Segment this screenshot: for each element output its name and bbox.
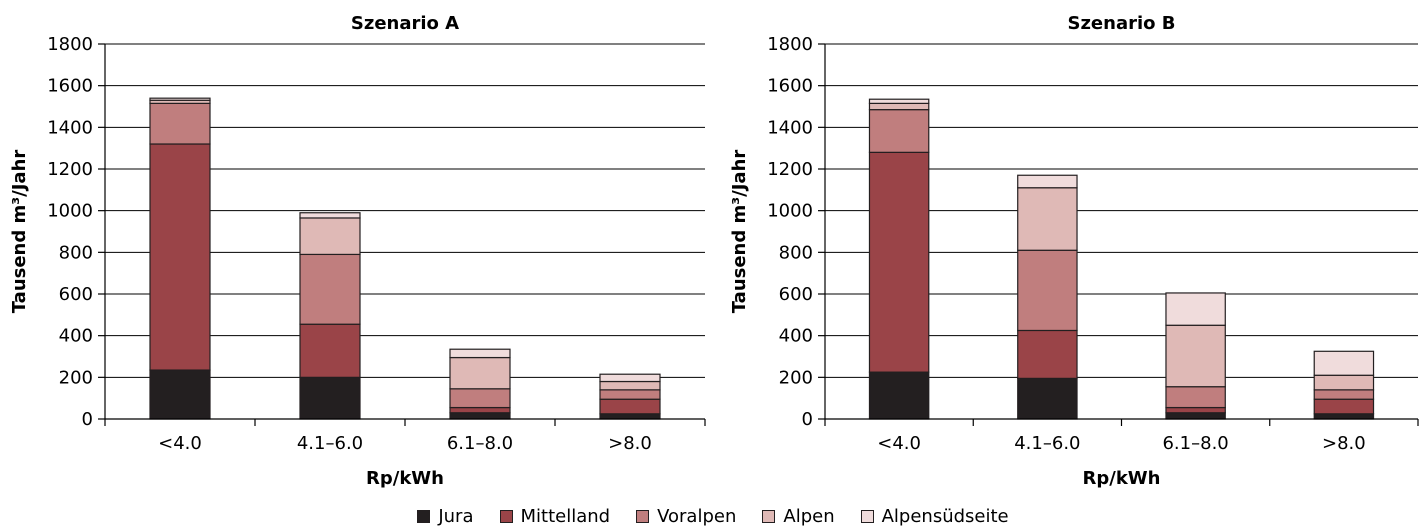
legend-label-jura: Jura bbox=[438, 506, 474, 527]
bar-segment-mittelland-1 bbox=[868, 151, 930, 373]
x-tick-label: 4.1–6.0 bbox=[1014, 433, 1080, 454]
bar-segment-alpensdseite-2 bbox=[299, 212, 361, 219]
x-tick-label: >8.0 bbox=[608, 433, 652, 454]
bar-segment-mittelland-3 bbox=[1165, 406, 1226, 414]
x-tick-label: <4.0 bbox=[877, 433, 921, 454]
bar-segment-alpensdseite-1 bbox=[149, 97, 211, 101]
bar-segment-voralpen-1 bbox=[868, 109, 930, 153]
bar-segment-alpensdseite-4 bbox=[1313, 350, 1375, 376]
y-tick-label: 800 bbox=[59, 242, 93, 263]
y-tick-label: 1200 bbox=[47, 159, 93, 180]
bar-segment-voralpen-1 bbox=[149, 102, 211, 145]
chart-panel-1: <4.0 4.1–6.0 6.1–8.0 >8.0 0 200 400 600 800 1000 1… bbox=[9, 13, 706, 489]
chart-title: Szenario B bbox=[1067, 13, 1175, 34]
y-tick-label: 800 bbox=[779, 242, 813, 263]
y-tick-label: 400 bbox=[59, 326, 93, 347]
bar-segment-mittelland-3 bbox=[449, 406, 511, 414]
bar-segment-jura-1 bbox=[868, 371, 930, 420]
bar-segment-voralpen-2 bbox=[299, 253, 361, 325]
bar-segment-alpensdseite-2 bbox=[1017, 174, 1078, 189]
charts-canvas: <4.0 4.1–6.0 6.1–8.0 >8.0 0 200 400 600 800 1000 1… bbox=[9, 13, 1419, 489]
bar-segment-mittelland-4 bbox=[599, 398, 661, 415]
bar-segment-alpen-4 bbox=[1313, 374, 1375, 391]
legend-item-alpen: Alpen bbox=[762, 506, 835, 527]
y-tick-label: 1000 bbox=[47, 201, 93, 222]
bar-segment-jura-4 bbox=[1313, 413, 1375, 420]
legend-swatch-voralpen bbox=[636, 510, 650, 523]
bar-segment-jura-2 bbox=[299, 376, 361, 420]
bar-segment-mittelland-2 bbox=[299, 323, 361, 378]
legend-item-jura: Jura bbox=[417, 506, 474, 527]
bar-segment-voralpen-3 bbox=[449, 388, 511, 409]
legend-label-voralpen: Voralpen bbox=[657, 506, 737, 527]
y-tick-label: 1600 bbox=[47, 76, 93, 97]
bar-segment-alpen-3 bbox=[449, 356, 511, 390]
bar-segment-jura-3 bbox=[1165, 412, 1226, 420]
bar-segment-voralpen-4 bbox=[599, 389, 661, 400]
bar-segment-alpen-1 bbox=[868, 102, 930, 111]
chart-panel-2: <4.0 4.1–6.0 6.1–8.0 >8.0 0 200 400 600 800 1000 1… bbox=[729, 13, 1419, 489]
x-tick-label: 4.1–6.0 bbox=[297, 433, 363, 454]
y-tick-label: 200 bbox=[779, 367, 813, 388]
bar-segment-alpensdseite-3 bbox=[1165, 292, 1226, 326]
legend-label-alpen: Alpen bbox=[783, 506, 835, 527]
bar-segment-alpensdseite-3 bbox=[449, 348, 511, 359]
x-axis-label: Rp/kWh bbox=[366, 468, 444, 489]
legend-label-mittelland: Mittelland bbox=[520, 506, 611, 527]
y-tick-label: 1600 bbox=[767, 76, 813, 97]
bar-segment-alpensdseite-1 bbox=[868, 98, 930, 104]
bar-segment-voralpen-4 bbox=[1313, 389, 1375, 400]
bar-segment-voralpen-3 bbox=[1165, 386, 1226, 409]
bar-segment-voralpen-2 bbox=[1017, 249, 1078, 332]
y-axis-label: Tausend m³/Jahr bbox=[729, 150, 750, 314]
legend-swatch-alpensudseite bbox=[860, 510, 874, 523]
y-tick-label: 1200 bbox=[767, 159, 813, 180]
bar-segment-jura-3 bbox=[449, 412, 511, 420]
bar-segment-alpen-2 bbox=[1017, 187, 1078, 251]
chart-title: Szenario A bbox=[351, 13, 459, 34]
bar-segment-alpen-4 bbox=[599, 380, 661, 391]
y-tick-label: 0 bbox=[82, 409, 93, 430]
y-tick-label: 200 bbox=[59, 367, 93, 388]
legend-item-alpensudseite: Alpensüdseite bbox=[860, 506, 1009, 527]
y-tick-label: 1000 bbox=[767, 201, 813, 222]
bar-segment-jura-4 bbox=[599, 413, 661, 420]
legend-item-mittelland: Mittelland bbox=[499, 506, 611, 527]
bar-segment-alpen-2 bbox=[299, 217, 361, 256]
legend-swatch-alpen bbox=[762, 510, 776, 523]
x-tick-label: <4.0 bbox=[158, 433, 202, 454]
legend-swatch-mittelland bbox=[499, 510, 513, 523]
legend-swatch-jura bbox=[417, 510, 431, 523]
bar-segment-jura-2 bbox=[1017, 377, 1078, 420]
y-tick-label: 1400 bbox=[767, 117, 813, 138]
legend: Jura Mittelland Voralpen Alpen Alpensüds… bbox=[0, 506, 1426, 527]
bar-segment-mittelland-1 bbox=[149, 143, 211, 371]
y-tick-label: 0 bbox=[802, 409, 813, 430]
bar-segment-mittelland-4 bbox=[1313, 398, 1375, 415]
x-axis-label: Rp/kWh bbox=[1083, 468, 1161, 489]
bar-segment-mittelland-2 bbox=[1017, 329, 1078, 379]
x-tick-label: >8.0 bbox=[1322, 433, 1366, 454]
bar-segment-alpensdseite-4 bbox=[599, 373, 661, 383]
y-tick-label: 1800 bbox=[767, 34, 813, 55]
legend-item-voralpen: Voralpen bbox=[636, 506, 736, 527]
x-tick-label: 6.1–8.0 bbox=[447, 433, 513, 454]
bar-segment-alpen-3 bbox=[1165, 324, 1226, 388]
legend-label-alpensudseite: Alpensüdseite bbox=[881, 506, 1009, 527]
y-tick-label: 1400 bbox=[47, 117, 93, 138]
y-tick-label: 1800 bbox=[47, 34, 93, 55]
x-tick-label: 6.1–8.0 bbox=[1162, 433, 1228, 454]
y-axis-label: Tausend m³/Jahr bbox=[9, 150, 30, 314]
y-tick-label: 600 bbox=[59, 284, 93, 305]
y-tick-label: 400 bbox=[779, 326, 813, 347]
y-tick-label: 600 bbox=[779, 284, 813, 305]
bar-segment-jura-1 bbox=[149, 369, 211, 420]
